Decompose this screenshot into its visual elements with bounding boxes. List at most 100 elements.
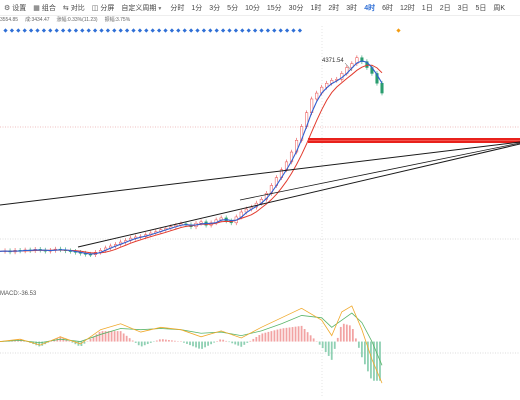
macd-histogram-bar	[192, 341, 194, 347]
macd-histogram-bar	[231, 341, 234, 344]
event-marker	[73, 28, 79, 33]
toolbar-label: 设置	[12, 4, 27, 12]
timeframe-tab[interactable]: 2时	[328, 4, 340, 12]
timeframe-tab[interactable]: 12时	[400, 4, 415, 12]
macd-histogram-bar	[264, 332, 267, 342]
event-marker	[214, 28, 219, 33]
event-marker	[220, 28, 226, 33]
macd-histogram-bar	[306, 332, 309, 342]
timeframe-tab[interactable]: 3时	[346, 4, 358, 12]
toolbar-compare-button[interactable]: ⇆ 对比	[63, 3, 85, 13]
macd-histogram-bar	[318, 341, 321, 345]
macd-histogram-bar	[174, 340, 176, 342]
macd-histogram-bar	[107, 331, 110, 342]
candle-body	[375, 73, 379, 84]
toolbar-label: 对比	[70, 4, 85, 12]
macd-histogram-bar	[348, 325, 351, 342]
candle-body	[199, 221, 203, 224]
event-marker	[169, 28, 175, 33]
macd-histogram-bar	[113, 331, 116, 342]
event-marker	[233, 28, 239, 33]
timeframe-tab[interactable]: 1时	[310, 4, 322, 12]
timeframe-tab[interactable]: 5分	[227, 4, 239, 12]
macd-histogram-bar	[321, 341, 324, 349]
macd-histogram-bar	[219, 339, 222, 342]
indicator-value: 3554.85	[0, 17, 19, 23]
trendline-upper	[0, 141, 520, 206]
price-label-pointer	[344, 62, 353, 72]
macd-histogram-bar	[339, 326, 342, 342]
event-marker	[41, 28, 47, 33]
macd-histogram-bar	[189, 341, 191, 346]
timeframe-tab[interactable]: 5日	[475, 4, 487, 12]
macd-histogram-bar	[342, 323, 345, 342]
event-marker	[35, 28, 40, 33]
event-marker	[240, 28, 245, 33]
timeframe-tab[interactable]: 6时	[382, 4, 393, 12]
macd-histogram-bar	[246, 341, 249, 343]
event-marker	[156, 28, 162, 33]
event-marker	[265, 28, 271, 33]
macd-histogram-bar	[243, 341, 246, 345]
macd-histogram-bar	[83, 341, 86, 344]
timeframe-tab[interactable]: 10分	[245, 4, 260, 12]
macd-histogram-bar	[273, 330, 276, 342]
custom-period-dropdown[interactable]: 自定义周期▼	[121, 3, 162, 13]
timeframe-tab[interactable]: 1分	[191, 4, 203, 12]
macd-histogram-bar	[309, 335, 312, 342]
timeframe-tab[interactable]: 3日	[457, 4, 469, 12]
macd-histogram-bar	[222, 339, 225, 342]
indicator-value: 振幅:3.75%	[104, 17, 131, 23]
toolbar-grid-button[interactable]: ▦ 组合	[33, 3, 56, 13]
timeframe-tab[interactable]: 4时	[364, 4, 376, 12]
event-marker	[60, 28, 66, 33]
macd-histogram-bar	[261, 333, 264, 342]
event-marker-highlight	[396, 28, 401, 33]
macd-histogram-bar	[345, 324, 348, 342]
macd-histogram-bar	[333, 341, 336, 349]
macd-histogram-bar	[258, 335, 261, 342]
toolbar-gear-button[interactable]: ⚙ 设置	[4, 3, 26, 13]
macd-histogram-bar	[282, 328, 285, 342]
macd-histogram-bar	[183, 341, 185, 343]
event-marker	[112, 28, 117, 33]
macd-histogram-bar	[240, 341, 243, 347]
macd-histogram-bar	[41, 341, 44, 346]
macd-histogram-bar	[354, 338, 357, 342]
macd-histogram-bar	[210, 341, 213, 345]
candle-body	[360, 57, 364, 62]
macd-histogram-bar	[207, 341, 209, 346]
toolbar-split-button[interactable]: ◫ 分屏	[92, 3, 115, 13]
timeframe-tab[interactable]: 分时	[170, 4, 185, 12]
event-marker	[48, 28, 53, 33]
timeframe-tab[interactable]: 周K	[493, 4, 506, 12]
event-marker	[163, 28, 168, 33]
macd-histogram-bar	[357, 341, 360, 348]
macd-histogram-bar	[104, 331, 107, 342]
timeframe-tab[interactable]: 3分	[209, 4, 221, 12]
event-marker	[182, 28, 187, 33]
event-marker	[105, 28, 111, 33]
macd-dea-line	[0, 312, 383, 366]
macd-histogram-bar	[267, 331, 270, 342]
timeframe-tab[interactable]: 15分	[266, 4, 282, 12]
event-marker	[291, 28, 296, 33]
macd-histogram-bar	[140, 341, 143, 347]
macd-histogram-bar	[101, 331, 104, 342]
macd-histogram-bar	[204, 341, 206, 348]
event-marker	[252, 28, 258, 33]
macd-histogram-bar	[201, 341, 203, 349]
timeframe-tab[interactable]: 1日	[421, 4, 433, 12]
toolbar-label: 组合	[41, 4, 56, 12]
timeframe-tab[interactable]: 2日	[439, 4, 451, 12]
indicator-row: 3554.85 成:3434.47 涨幅:0.33%(11.23) 振幅:3.75%	[0, 16, 520, 26]
timeframe-tab[interactable]: 30分	[288, 4, 304, 12]
macd-histogram-bar	[125, 335, 128, 342]
event-marker	[284, 28, 290, 33]
macd-histogram-bar	[171, 340, 173, 342]
event-marker	[137, 28, 143, 33]
macd-histogram-bar	[351, 329, 354, 342]
event-marker	[99, 28, 104, 33]
event-marker	[201, 28, 207, 33]
